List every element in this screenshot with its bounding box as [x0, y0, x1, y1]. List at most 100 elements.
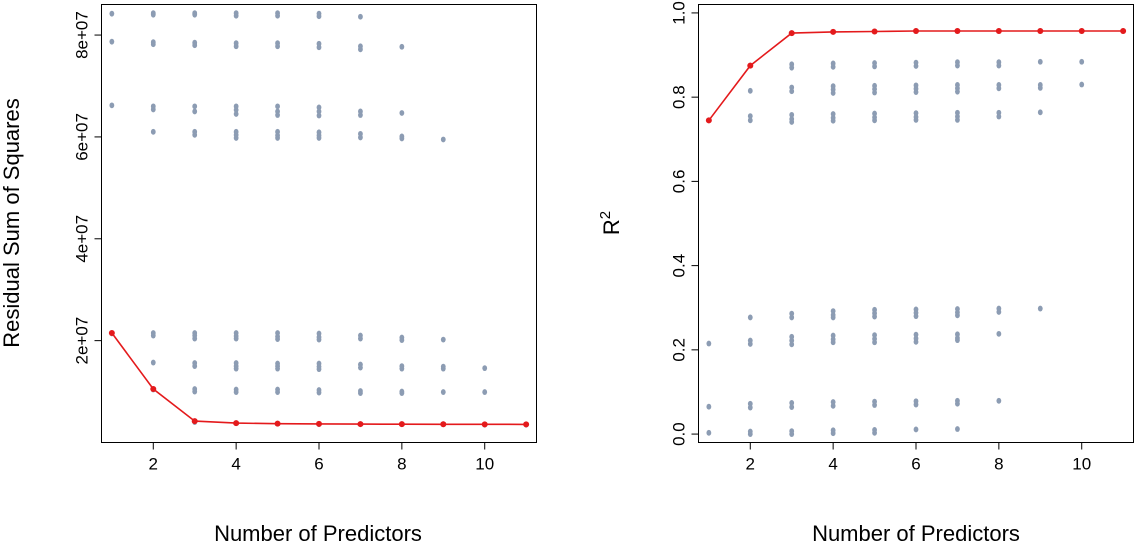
r2-best-model-point: [871, 28, 878, 35]
rss-model-point: [316, 112, 322, 119]
r2-y-tick-label: 0.4: [670, 254, 689, 278]
rss-model-point: [150, 11, 156, 18]
rss-model-point: [150, 41, 156, 48]
r2-model-point: [789, 119, 795, 125]
r2-y-axis: 0.0 0.2 0.4 0.6 0.8 1.0: [670, 1, 699, 446]
r2-x-tick-label: 4: [828, 455, 837, 474]
rss-x-axis-title: Number of Predictors: [214, 521, 422, 544]
rss-y-tick-label: 8e+07: [73, 11, 92, 59]
r2-best-model-point: [747, 62, 754, 69]
rss-model-point: [482, 389, 488, 395]
r2-best-model-point: [705, 117, 712, 124]
r2-model-point: [955, 337, 960, 344]
rss-model-point: [233, 43, 239, 50]
r2-model-point: [996, 309, 1002, 315]
r2-model-point: [706, 429, 712, 436]
r2-model-point: [706, 340, 712, 347]
rss-model-point: [440, 365, 446, 372]
rss-best-model-point: [191, 418, 198, 425]
r2-model-point: [955, 88, 960, 95]
r2-model-point: [789, 404, 795, 411]
rss-model-point: [316, 44, 322, 51]
rss-model-point: [358, 390, 363, 396]
rss-model-point: [192, 108, 198, 115]
rss-model-point: [358, 364, 363, 371]
rss-model-point: [192, 103, 198, 110]
rss-model-point: [399, 135, 405, 142]
r2-model-point: [872, 313, 877, 320]
r2-model-point: [747, 404, 753, 411]
r2-model-point: [747, 341, 753, 347]
rss-model-point: [275, 103, 280, 110]
rss-model-point: [275, 43, 280, 50]
rss-x-tick-label: 2: [149, 455, 158, 474]
r2-model-point: [913, 426, 919, 433]
r2-model-point: [830, 90, 836, 96]
r2-model-point: [913, 63, 919, 69]
r2-model-point: [789, 111, 795, 118]
r2-x-axis-title: Number of Predictors: [812, 521, 1020, 544]
rss-model-point: [233, 389, 239, 395]
rss-best-model-point: [316, 420, 322, 427]
r2-model-point: [996, 85, 1002, 92]
r2-model-point: [996, 113, 1002, 120]
r2-model-point: [1037, 305, 1043, 312]
rss-model-point: [150, 332, 156, 339]
r2-x-tick-label: 2: [746, 455, 755, 474]
r2-model-point: [830, 430, 836, 437]
rss-model-points: [109, 10, 529, 428]
r2-model-point: [1079, 81, 1085, 88]
rss-y-tick-label: 4e+07: [73, 215, 92, 263]
r2-model-point: [913, 401, 919, 408]
rss-model-point: [109, 10, 115, 17]
r2-y-tick-label: 0.2: [670, 338, 689, 362]
rss-model-point: [192, 131, 198, 138]
r2-best-model-point: [1037, 28, 1044, 35]
rss-model-point: [399, 110, 405, 116]
rss-best-model-point: [357, 421, 364, 428]
rss-model-point: [233, 365, 239, 372]
r2-best-model-line: [708, 30, 1124, 121]
r2-y-tick-label: 0.0: [670, 422, 689, 446]
rss-y-axis-title: Residual Sum of Squares: [0, 98, 24, 347]
rss-model-point: [275, 389, 280, 395]
r2-best-model-point: [995, 28, 1002, 35]
rss-plot-frame: [101, 4, 537, 443]
rss-x-tick-label: 8: [397, 455, 406, 474]
rss-model-point: [316, 104, 322, 111]
r2-model-point: [913, 313, 919, 320]
r2-x-axis: 2 4 6 8 10: [746, 442, 1091, 474]
rss-model-point: [316, 135, 322, 141]
r2-y-axis-title-base: R: [599, 219, 624, 235]
rss-y-tick-label: 2e+07: [73, 317, 92, 365]
r2-best-model-point: [1120, 28, 1127, 35]
rss-best-model-series: [108, 330, 530, 428]
rss-model-point: [482, 365, 488, 372]
r2-x-tick-label: 6: [911, 455, 920, 474]
rss-model-point: [233, 135, 239, 141]
r2-model-point: [913, 89, 919, 95]
r2-y-axis-title: R2: [597, 211, 624, 235]
rss-model-point: [109, 102, 115, 109]
rss-model-point: [358, 112, 363, 118]
r2-model-point: [789, 88, 795, 95]
r2-model-point: [830, 339, 836, 346]
r2-model-point: [872, 402, 877, 408]
r2-x-tick-label: 8: [994, 455, 1003, 474]
rss-model-point: [233, 12, 239, 19]
rss-model-point: [109, 38, 115, 45]
r2-panel: 2 4 6 8 10 0.0 0.2 0.4 0.6 0.8 1.0 Number of Pred…: [597, 1, 1134, 544]
r2-best-model-point: [1078, 28, 1085, 35]
r2-y-axis-title-sup: 2: [597, 211, 614, 219]
r2-model-point: [830, 314, 836, 321]
rss-best-model-point: [523, 421, 530, 428]
rss-model-point: [275, 12, 280, 19]
rss-panel: 2 4 6 8 10 2e+07 4e+07 6e+07 8e+07 Number of Pr…: [0, 4, 537, 544]
r2-best-model-point: [830, 28, 837, 35]
r2-model-point: [747, 117, 753, 124]
r2-model-point: [872, 63, 877, 70]
r2-best-model-series: [705, 28, 1127, 124]
rss-model-point: [275, 112, 280, 118]
r2-model-point: [872, 89, 877, 96]
